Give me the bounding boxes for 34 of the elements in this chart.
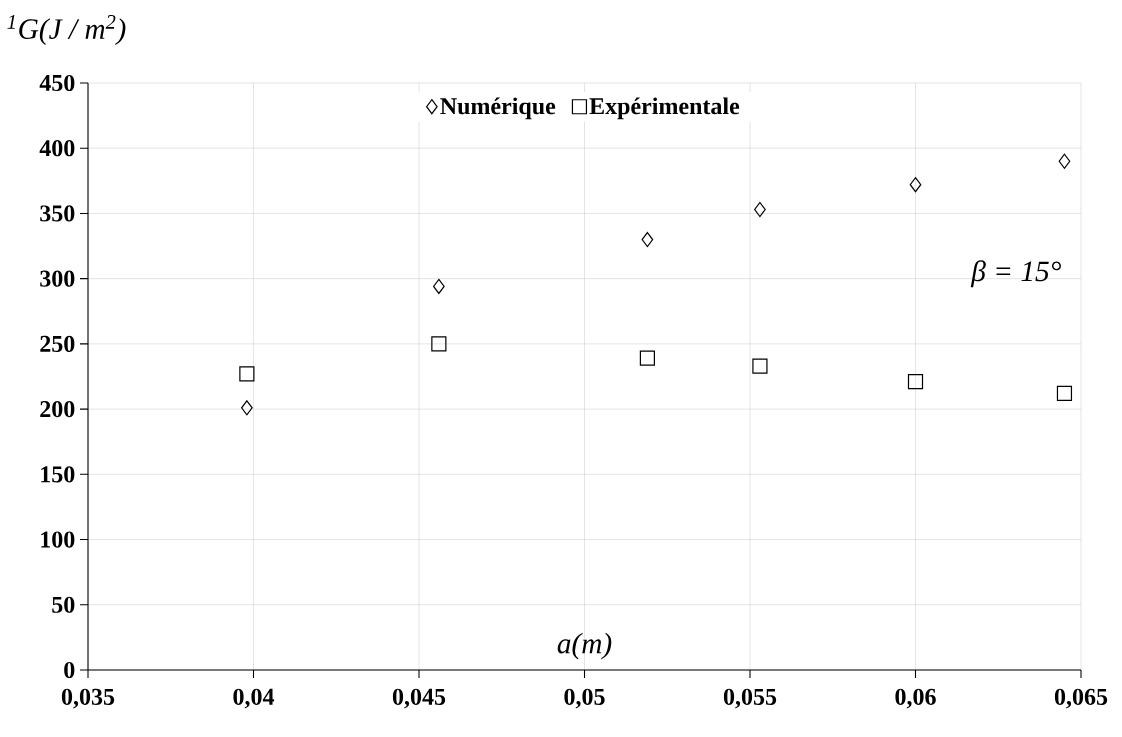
point — [639, 350, 655, 366]
point — [433, 278, 445, 295]
y-tick-label: 0 — [64, 661, 75, 679]
y-axis-title: $^{1}$G(J / m$^{2}$) — [7, 15, 126, 45]
x-tick-label: 0,045 — [392, 688, 446, 709]
y-tick-label: 350 — [40, 205, 75, 222]
y-tick-label: 200 — [40, 401, 75, 418]
point — [1056, 385, 1073, 402]
x-tick-label: 0,04 — [233, 688, 275, 709]
point — [1058, 153, 1071, 169]
legend-label: Expérimentale — [589, 97, 740, 120]
legend-label: Numérique — [440, 97, 556, 120]
point — [754, 201, 766, 218]
y-tick-label: 100 — [41, 531, 75, 548]
point — [239, 366, 255, 382]
y-tick-label: 300 — [40, 270, 75, 287]
y-tick-label: 400 — [39, 140, 75, 157]
point — [641, 231, 654, 248]
x-tick-label: 0,055 — [723, 688, 777, 709]
y-tick-label: 450 — [39, 74, 75, 92]
x-tick-label: 0,065 — [1054, 688, 1108, 709]
x-tick-label: 0,05 — [564, 688, 605, 709]
y-tick-label: 250 — [40, 335, 75, 352]
point — [241, 400, 253, 416]
x-tick-label: 0,035 — [61, 688, 115, 709]
point — [909, 177, 922, 193]
x-axis-title: a(m) — [557, 632, 612, 660]
x-tick-label: 0,06 — [895, 688, 936, 709]
y-tick-label: 150 — [41, 466, 75, 483]
y-tick-label: 50 — [52, 596, 75, 613]
point — [752, 358, 768, 374]
annotation: β = 15° — [970, 260, 1061, 288]
point — [431, 336, 447, 352]
point — [907, 374, 924, 390]
